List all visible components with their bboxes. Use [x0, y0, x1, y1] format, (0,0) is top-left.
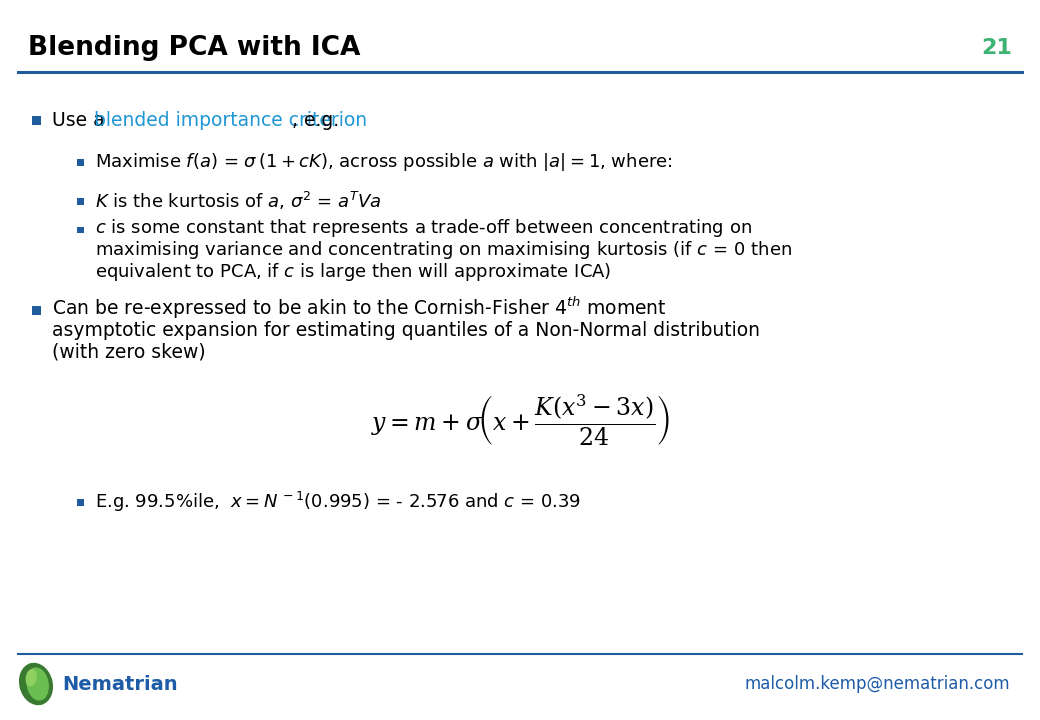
Text: Nematrian: Nematrian [62, 675, 178, 693]
Text: maximising variance and concentrating on maximising kurtosis (if $c$ = 0 then: maximising variance and concentrating on… [95, 239, 792, 261]
Text: , e.g.: , e.g. [292, 110, 339, 130]
Text: Can be re-expressed to be akin to the Cornish-Fisher 4$^{th}$ moment: Can be re-expressed to be akin to the Co… [52, 295, 667, 321]
Text: (with zero skew): (with zero skew) [52, 343, 206, 361]
Text: Maximise $f(a)$ = $\sigma\,(1+cK)$, across possible $a$ with $|a|=1$, where:: Maximise $f(a)$ = $\sigma\,(1+cK)$, acro… [95, 151, 673, 173]
Text: $y = m + \sigma\!\left(x + \dfrac{K(x^3 - 3x)}{24}\right)$: $y = m + \sigma\!\left(x + \dfrac{K(x^3 … [370, 392, 670, 448]
Text: Use a: Use a [52, 110, 110, 130]
Text: asymptotic expansion for estimating quantiles of a Non-Normal distribution: asymptotic expansion for estimating quan… [52, 320, 760, 340]
Text: blended importance criterion: blended importance criterion [94, 110, 367, 130]
Text: E.g. 99.5%ile,  $x = N^{\,-1}(0.995)$ = - 2.576 and $c$ = 0.39: E.g. 99.5%ile, $x = N^{\,-1}(0.995)$ = -… [95, 490, 581, 514]
Ellipse shape [26, 670, 36, 685]
Text: equivalent to PCA, if $c$ is large then will approximate ICA): equivalent to PCA, if $c$ is large then … [95, 261, 612, 283]
Text: Blending PCA with ICA: Blending PCA with ICA [28, 35, 361, 61]
Ellipse shape [20, 664, 52, 704]
Ellipse shape [27, 668, 48, 700]
Text: 21: 21 [981, 38, 1012, 58]
Text: malcolm.kemp@nematrian.com: malcolm.kemp@nematrian.com [745, 675, 1010, 693]
Text: $K$ is the kurtosis of $a$, $\sigma^2$ = $a^TVa$: $K$ is the kurtosis of $a$, $\sigma^2$ =… [95, 190, 382, 212]
Text: $c$ is some constant that represents a trade-off between concentrating on: $c$ is some constant that represents a t… [95, 217, 752, 239]
